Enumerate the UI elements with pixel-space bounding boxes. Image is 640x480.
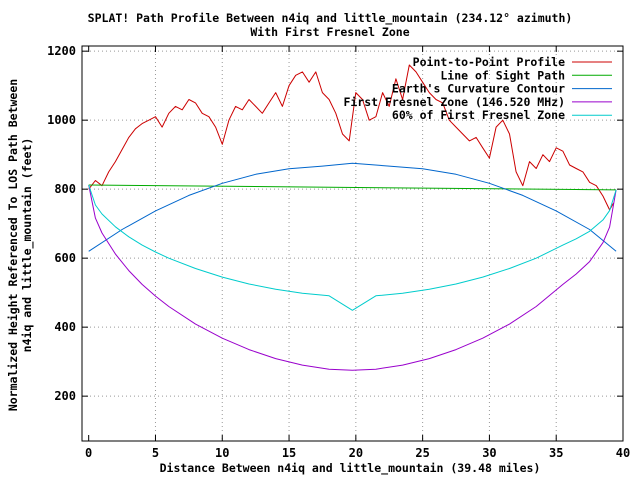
y-axis-label-line2: n4iq and little_mountain (feet)	[20, 138, 35, 353]
x-tick-label: 0	[85, 446, 92, 460]
y-tick-label: 400	[54, 320, 76, 334]
legend-label-3: Earth's Curvature Contour	[392, 82, 565, 96]
y-tick-label: 1200	[47, 44, 76, 58]
series-lines	[88, 64, 617, 371]
series-line-1	[88, 64, 615, 211]
legend-label-2: Line of Sight Path	[440, 68, 565, 82]
y-tick-label: 800	[54, 182, 76, 196]
y-tick-label: 600	[54, 251, 76, 265]
series-line-2	[88, 184, 617, 191]
legend-label-1: Point-to-Point Profile	[413, 55, 565, 69]
series-line-3	[88, 162, 617, 252]
x-axis-label: Distance Between n4iq and little_mountai…	[160, 461, 541, 476]
x-tick-label: 30	[482, 446, 496, 460]
tick-labels: 0 5 10 15 20 25 30 35 40 200 400 600 800 1000 1200	[47, 44, 630, 460]
x-tick-label: 40	[616, 446, 630, 460]
x-tick-label: 20	[349, 446, 363, 460]
chart-title: SPLAT! Path Profile Between n4iq and lit…	[88, 11, 573, 26]
x-tick-label: 15	[282, 446, 296, 460]
series-line-4	[88, 184, 617, 371]
chart-subtitle: With First Fresnel Zone	[250, 25, 409, 39]
x-tick-label: 25	[415, 446, 429, 460]
legend-label-5: 60% of First Fresnel Zone	[392, 108, 565, 122]
series-line-5	[88, 184, 617, 311]
y-axis-label-line1: Normalized Height Referenced To LOS Path…	[6, 79, 20, 411]
x-tick-label: 10	[215, 446, 229, 460]
x-tick-label: 5	[152, 446, 159, 460]
x-tick-label: 35	[549, 446, 563, 460]
legend-label-4: First Fresnel Zone (146.520 MHz)	[343, 95, 565, 109]
plot-frame	[81, 45, 624, 442]
y-tick-label: 1000	[47, 113, 76, 127]
y-tick-label: 200	[54, 389, 76, 403]
